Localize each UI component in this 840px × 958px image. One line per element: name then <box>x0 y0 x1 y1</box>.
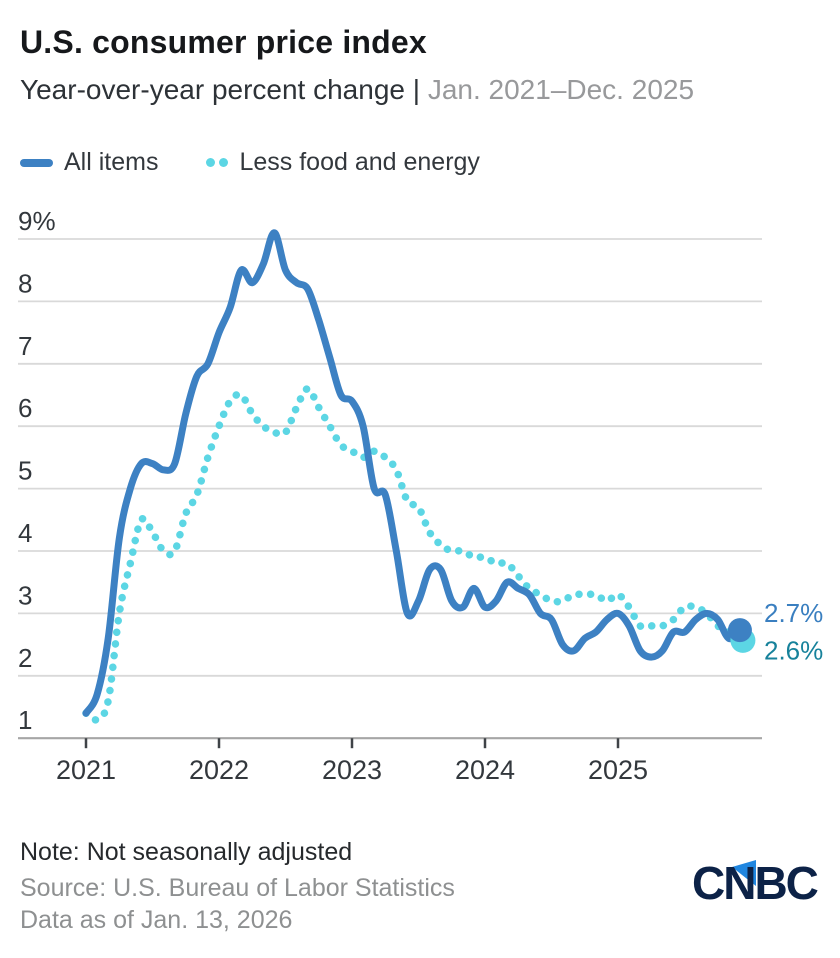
x-axis-label: 2021 <box>56 755 116 785</box>
legend-label-core: Less food and energy <box>239 148 480 176</box>
legend-item-core: Less food and energy <box>206 148 480 177</box>
x-axis-label: 2022 <box>189 755 249 785</box>
chart-subtitle: Year-over-year percent change | Jan. 202… <box>20 74 694 106</box>
cnbc-logo-text: CNBC <box>692 858 818 906</box>
y-axis-label: 2 <box>18 643 32 673</box>
end-marker-all-items <box>727 618 752 643</box>
cnbc-logo: CNBC <box>692 857 840 911</box>
series-line-all-items <box>82 229 744 717</box>
cnbc-logo-icon: CNBC <box>692 857 820 909</box>
chart-source: Source: U.S. Bureau of Labor Statistics <box>20 874 455 902</box>
page-title: U.S. consumer price index <box>20 24 427 60</box>
cpi-chart: 9% 8 7 6 5 4 3 2 1 2021 2022 2023 2024 2025 2.7% 2.6% <box>18 206 823 785</box>
all-items-line-swatch-icon <box>20 158 53 167</box>
chart-legend: All items Less food and energy <box>20 148 480 177</box>
chart-data-as-of: Data as of Jan. 13, 2026 <box>20 906 293 934</box>
subtitle-separator: | <box>404 74 428 105</box>
y-axis-label: 5 <box>18 456 32 486</box>
subtitle-measure: Year-over-year percent change <box>20 74 405 105</box>
chart-note: Note: Not seasonally adjusted <box>20 838 353 866</box>
x-axis-label: 2023 <box>322 755 382 785</box>
legend-item-all-items: All items <box>20 148 158 177</box>
x-axis-label: 2024 <box>455 755 515 785</box>
y-axis-label: 9% <box>18 206 56 236</box>
end-label-core: 2.6% <box>764 635 823 665</box>
core-dotted-swatch-icon <box>206 158 229 167</box>
y-axis-label: 4 <box>18 518 32 548</box>
series-line-less-food-and-energy <box>82 385 744 724</box>
end-label-all-items: 2.7% <box>764 598 823 628</box>
subtitle-daterange: Jan. 2021–Dec. 2025 <box>427 74 695 105</box>
y-axis-label: 3 <box>18 580 32 610</box>
y-axis-label: 8 <box>18 268 32 298</box>
legend-label-all-items: All items <box>64 148 159 176</box>
y-axis-label: 7 <box>18 331 32 361</box>
x-axis-label: 2025 <box>588 755 648 785</box>
cnbc-logo-triangle-icon <box>732 860 756 886</box>
y-axis-label: 1 <box>18 705 32 735</box>
y-axis-label: 6 <box>18 393 32 423</box>
